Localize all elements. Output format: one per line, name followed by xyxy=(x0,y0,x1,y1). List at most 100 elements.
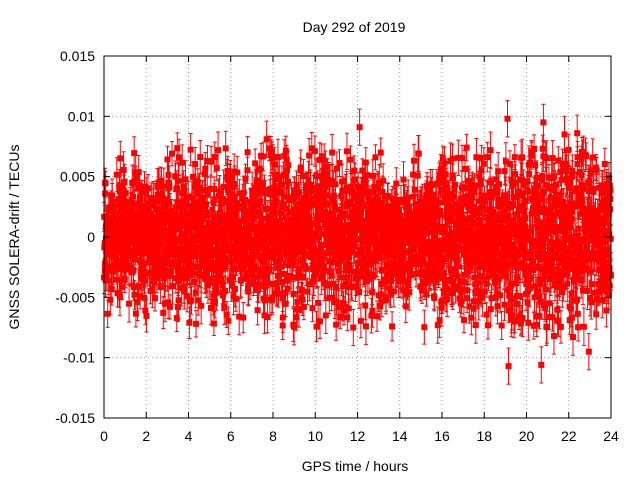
data-marker xyxy=(115,228,122,235)
data-marker xyxy=(127,239,134,246)
data-marker xyxy=(138,211,145,218)
data-marker xyxy=(175,297,182,304)
data-marker xyxy=(119,222,126,229)
data-marker xyxy=(136,181,143,188)
data-marker xyxy=(130,193,137,200)
data-marker xyxy=(254,307,261,314)
data-point xyxy=(131,136,138,170)
data-marker xyxy=(223,311,230,318)
data-marker xyxy=(116,294,123,301)
data-marker xyxy=(120,166,127,173)
data-marker xyxy=(154,250,161,257)
data-marker xyxy=(129,199,136,206)
data-marker xyxy=(141,277,148,284)
data-marker xyxy=(152,295,159,302)
data-marker xyxy=(126,300,133,307)
data-marker xyxy=(143,312,150,319)
data-marker xyxy=(118,184,125,191)
data-marker xyxy=(109,199,116,206)
data-marker xyxy=(191,279,198,286)
data-marker xyxy=(252,160,259,167)
data-point xyxy=(208,145,215,178)
data-point xyxy=(143,299,150,333)
data-marker xyxy=(188,297,195,304)
data-marker xyxy=(119,194,126,201)
data-marker xyxy=(134,298,141,305)
data-marker xyxy=(232,265,239,272)
data-marker xyxy=(150,201,157,208)
data-marker xyxy=(138,249,145,256)
data-marker xyxy=(146,222,153,229)
data-marker xyxy=(244,149,251,156)
data-point xyxy=(254,295,261,326)
data-marker xyxy=(225,317,232,324)
data-marker xyxy=(103,272,110,279)
data-marker xyxy=(131,178,138,185)
data-marker xyxy=(119,284,126,291)
data-marker xyxy=(169,150,176,157)
data-marker xyxy=(153,206,160,213)
data-marker xyxy=(145,185,152,192)
data-marker xyxy=(116,188,123,195)
data-point xyxy=(225,306,232,335)
data-marker xyxy=(270,280,277,287)
data-marker xyxy=(204,191,211,198)
data-marker xyxy=(113,171,120,178)
data-marker xyxy=(137,293,144,300)
data-marker xyxy=(141,294,148,301)
data-marker xyxy=(115,196,122,203)
data-marker xyxy=(131,150,138,157)
data-marker xyxy=(118,232,125,239)
data-point xyxy=(142,296,149,325)
data-marker xyxy=(195,297,202,304)
data-marker xyxy=(105,277,112,284)
data-marker xyxy=(119,243,126,250)
data-marker xyxy=(135,169,142,176)
data-marker xyxy=(245,288,252,295)
data-marker xyxy=(108,286,115,293)
data-marker xyxy=(132,310,139,317)
data-marker xyxy=(144,200,151,207)
data-marker xyxy=(116,290,123,297)
data-marker xyxy=(210,320,217,327)
data-marker xyxy=(165,272,172,279)
data-marker xyxy=(222,287,229,294)
data-marker xyxy=(113,210,120,217)
data-marker xyxy=(234,169,241,176)
data-marker xyxy=(142,236,149,243)
data-marker xyxy=(140,263,147,270)
data-marker xyxy=(157,284,164,291)
data-marker xyxy=(179,190,186,197)
data-marker xyxy=(142,307,149,314)
data-marker xyxy=(169,283,176,290)
data-marker xyxy=(122,190,129,197)
data-point xyxy=(244,135,251,169)
data-marker xyxy=(260,153,267,160)
data-marker xyxy=(268,148,275,155)
data-marker xyxy=(196,184,203,191)
data-marker xyxy=(104,310,111,317)
data-marker xyxy=(131,291,138,298)
data-marker xyxy=(118,262,125,269)
data-point xyxy=(126,284,133,323)
data-series xyxy=(101,100,614,385)
data-marker xyxy=(166,184,173,191)
data-marker xyxy=(115,224,122,231)
data-marker xyxy=(203,201,210,208)
data-marker xyxy=(113,253,120,260)
data-marker xyxy=(193,320,200,327)
data-marker xyxy=(153,222,160,229)
data-marker xyxy=(222,264,229,271)
data-marker xyxy=(166,303,173,310)
data-marker xyxy=(231,286,238,293)
data-marker xyxy=(148,210,155,217)
data-marker xyxy=(143,189,150,196)
data-marker xyxy=(141,183,148,190)
data-marker xyxy=(135,283,142,290)
data-marker xyxy=(145,246,152,253)
data-marker xyxy=(187,146,194,153)
data-marker xyxy=(128,214,135,221)
data-marker xyxy=(121,179,128,186)
data-marker xyxy=(152,267,159,274)
